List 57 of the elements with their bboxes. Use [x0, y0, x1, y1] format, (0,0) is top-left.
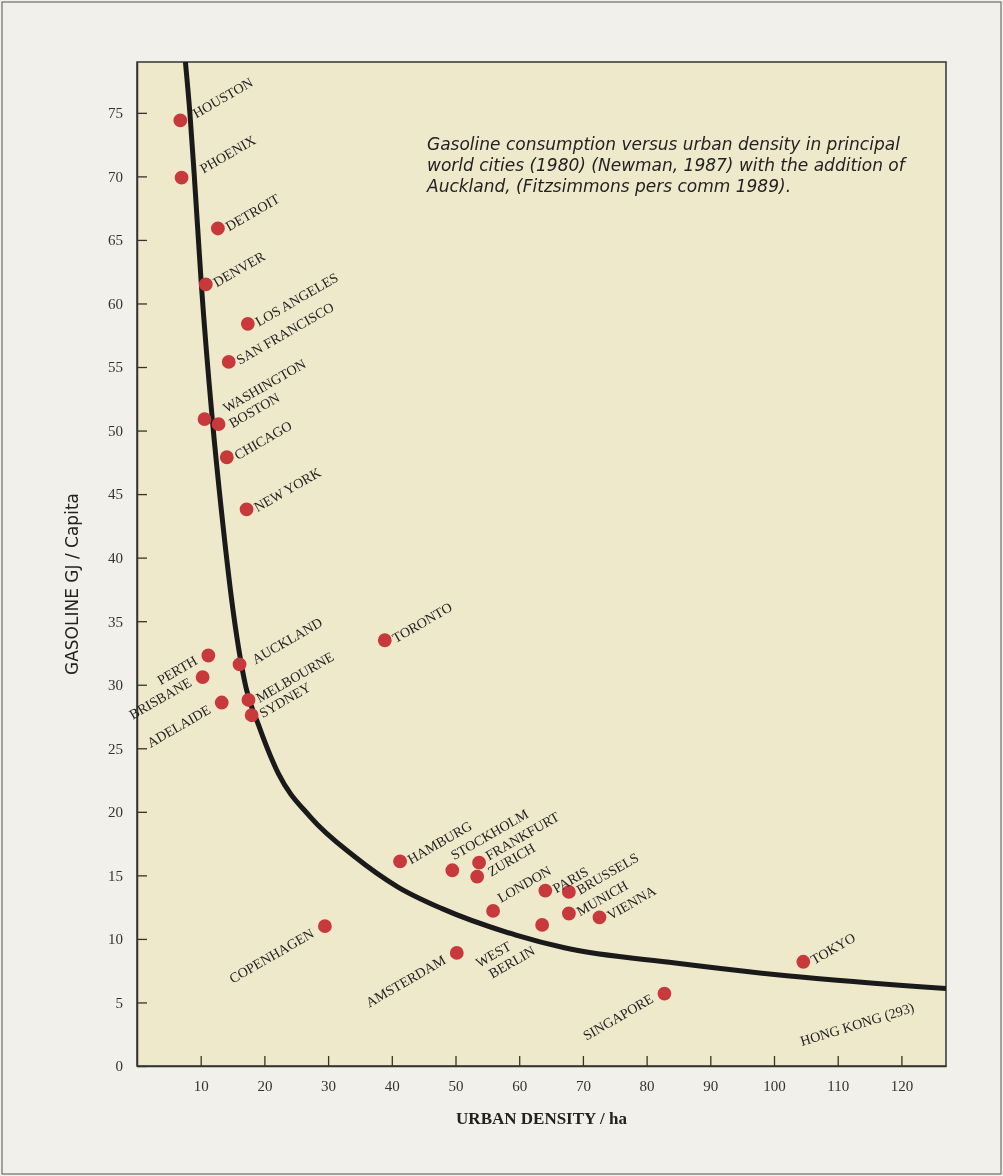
y-tick-label: 45: [108, 486, 123, 503]
y-tick-label: 65: [108, 232, 123, 249]
y-axis-title: GASOLINE GJ / Capita: [62, 493, 82, 675]
annotation: Gasoline consumption versus urban density in principal world cities (1980) (Newman, 1987) with the addition of Auckland, (Fitzsimmons pers comm 1989).: [426, 134, 908, 196]
y-tick-label: 0: [115, 1058, 123, 1075]
y-tick-label: 35: [108, 613, 123, 630]
point: [214, 695, 229, 710]
x-axis-title: URBAN DENSITY / ha: [456, 1109, 628, 1128]
point: [535, 918, 550, 932]
x-tick-label: 120: [890, 1077, 914, 1094]
point: [197, 412, 212, 427]
point: [198, 277, 213, 292]
point: [239, 502, 254, 517]
x-tick-label: 90: [703, 1077, 719, 1094]
point: [211, 417, 226, 432]
point: [173, 113, 188, 128]
point: [241, 693, 256, 707]
point: [219, 450, 234, 465]
point: [244, 708, 259, 723]
x-tick-label: 10: [193, 1077, 209, 1094]
y-tick-label: 5: [115, 994, 123, 1011]
point: [796, 954, 811, 969]
y-tick-label: 25: [108, 740, 123, 757]
point: [232, 657, 247, 672]
y-tick-label: 15: [108, 867, 123, 884]
x-tick-label: 110: [827, 1077, 850, 1094]
point: [174, 170, 189, 185]
point: [561, 906, 576, 921]
annotation: HONG KONG (293): [798, 999, 917, 1050]
y-tick-label: 50: [108, 422, 123, 439]
y-tick-label: 20: [108, 804, 123, 821]
x-tick-label: 20: [257, 1077, 273, 1094]
point: [201, 648, 216, 663]
point: [449, 945, 464, 960]
y-tick-label: 60: [108, 295, 123, 312]
y-tick-label: 40: [108, 549, 123, 566]
x-tick-label: 60: [512, 1077, 528, 1094]
y-tick-label: 75: [108, 105, 123, 122]
x-tick-label: 70: [575, 1077, 591, 1094]
point: [657, 986, 672, 1001]
y-tick-label: 10: [108, 931, 123, 948]
point: [210, 221, 225, 236]
x-tick-label: 30: [321, 1077, 337, 1094]
y-tick-label: 70: [108, 168, 123, 185]
y-tick-label: 55: [108, 359, 123, 376]
point: [240, 316, 255, 331]
point: [318, 919, 332, 934]
x-tick-label: 100: [763, 1077, 786, 1094]
point: [377, 633, 392, 648]
point: [393, 854, 407, 869]
x-tick-label: 50: [448, 1077, 464, 1094]
point: [486, 904, 500, 918]
point: [470, 869, 485, 884]
point: [445, 863, 460, 878]
x-tick-label: 40: [384, 1077, 400, 1094]
x-tick-label: 80: [639, 1077, 655, 1094]
y-tick-label: 30: [108, 677, 123, 694]
